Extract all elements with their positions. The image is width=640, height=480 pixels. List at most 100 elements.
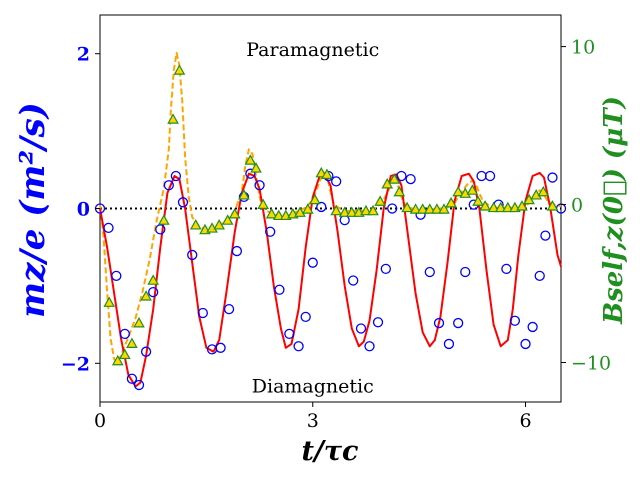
data-point-triangle [140,290,152,301]
data-point-triangle [445,196,457,208]
data-point-circle [387,203,398,214]
data-point-triangle [294,206,306,217]
data-point-triangle [338,206,351,217]
x-tick-label: 3 [307,410,319,432]
y-left-ticks: 2 0 −2 [61,44,100,375]
data-point-triangle [301,203,314,214]
data-point-circle [372,317,384,328]
data-point-circle [163,180,174,191]
data-point-circle [126,373,138,384]
data-point-circle [509,315,521,326]
data-point-circle [274,284,285,295]
data-point-triangle [431,203,443,214]
data-point-triangle [221,214,234,225]
y-left-tick-label: 0 [77,199,90,221]
data-point-circle [355,323,367,334]
series-line [99,171,562,388]
data-point-circle [331,176,342,187]
data-point-circle [307,257,318,268]
data-point-triangle [409,203,422,214]
y-right-tick-label: 0 [571,195,583,217]
data-point-triangle [546,200,559,211]
data-point-circle [484,170,496,182]
data-point-circle [547,172,558,183]
data-point-triangle [466,184,479,195]
data-point-circle [197,307,208,319]
data-point-circle [170,170,182,182]
x-tick-label: 6 [519,410,531,432]
x-ticks: 0 3 6 [94,402,532,432]
x-tick-label: 0 [94,410,106,432]
data-point-triangle [367,204,379,216]
data-point-triangle [244,154,257,165]
annotation-paramagnetic: Paramagnetic [246,39,379,61]
data-point-triangle [167,113,179,124]
data-point-triangle [309,193,321,205]
data-point-triangle [321,168,333,179]
data-point-triangle [360,204,372,216]
data-point-circle [405,173,416,185]
data-point-triangle [257,198,269,209]
data-point-circle [293,341,304,352]
data-point-circle [364,341,375,352]
data-point-circle [380,263,391,275]
data-point-circle [460,266,471,278]
data-point-triangle [147,274,160,285]
y-right-tick-label: 10 [571,37,595,59]
data-point-triangle [479,200,491,211]
data-point-triangle [111,354,124,366]
data-point-triangle [158,214,170,225]
data-point-triangle [330,204,342,216]
y-left-axis-label: mz/e (m²/s) [13,102,53,318]
data-point-circle [453,317,464,329]
data-point-triangle [416,203,429,214]
data-point-circle [119,328,130,340]
series-layer [94,51,567,391]
data-point-circle [540,230,551,241]
data-point-triangle [213,219,225,230]
data-point-circle [245,168,256,179]
data-point-triangle [345,206,358,217]
data-point-circle [177,197,189,208]
data-point-triangle [189,219,202,230]
data-point-circle [348,275,359,286]
y-left-tick-label: −2 [61,353,90,375]
data-point-triangle [501,201,514,213]
data-point-circle [433,317,445,329]
data-point-triangle [537,185,550,197]
y-right-axis-label: Bself,z(0⃗) (μT) [599,96,629,325]
data-point-triangle [238,189,250,200]
y-left-tick-label: 2 [77,44,90,66]
data-point-circle [284,328,295,340]
data-point-triangle [173,64,186,75]
series-line [99,51,562,364]
data-point-triangle [516,200,528,211]
data-point-circle [339,214,350,226]
data-point-triangle [228,207,241,219]
data-point-circle [443,338,455,350]
data-point-circle [476,170,487,182]
data-point-triangle [119,348,131,360]
data-point-circle [155,224,166,235]
data-point-circle [140,346,152,357]
data-point-circle [111,270,122,281]
data-point-circle [527,321,538,333]
data-point-circle [103,222,114,234]
data-point-circle [501,263,512,275]
annotation-diamagnetic: Diamagnetic [252,376,374,398]
data-point-circle [316,201,327,213]
data-point-triangle [103,296,116,307]
data-point-triangle [423,203,436,214]
data-point-triangle [265,207,278,219]
data-point-circle [148,286,159,298]
y-right-ticks: 10 0 −10 [561,37,611,375]
data-point-circle [254,180,265,191]
data-point-circle [534,270,545,281]
data-point-circle [520,338,531,350]
data-point-triangle [472,195,484,206]
data-point-triangle [487,201,500,213]
data-point-triangle [401,201,413,213]
x-axis-label: t/τc [302,436,359,467]
data-point-circle [231,245,243,257]
